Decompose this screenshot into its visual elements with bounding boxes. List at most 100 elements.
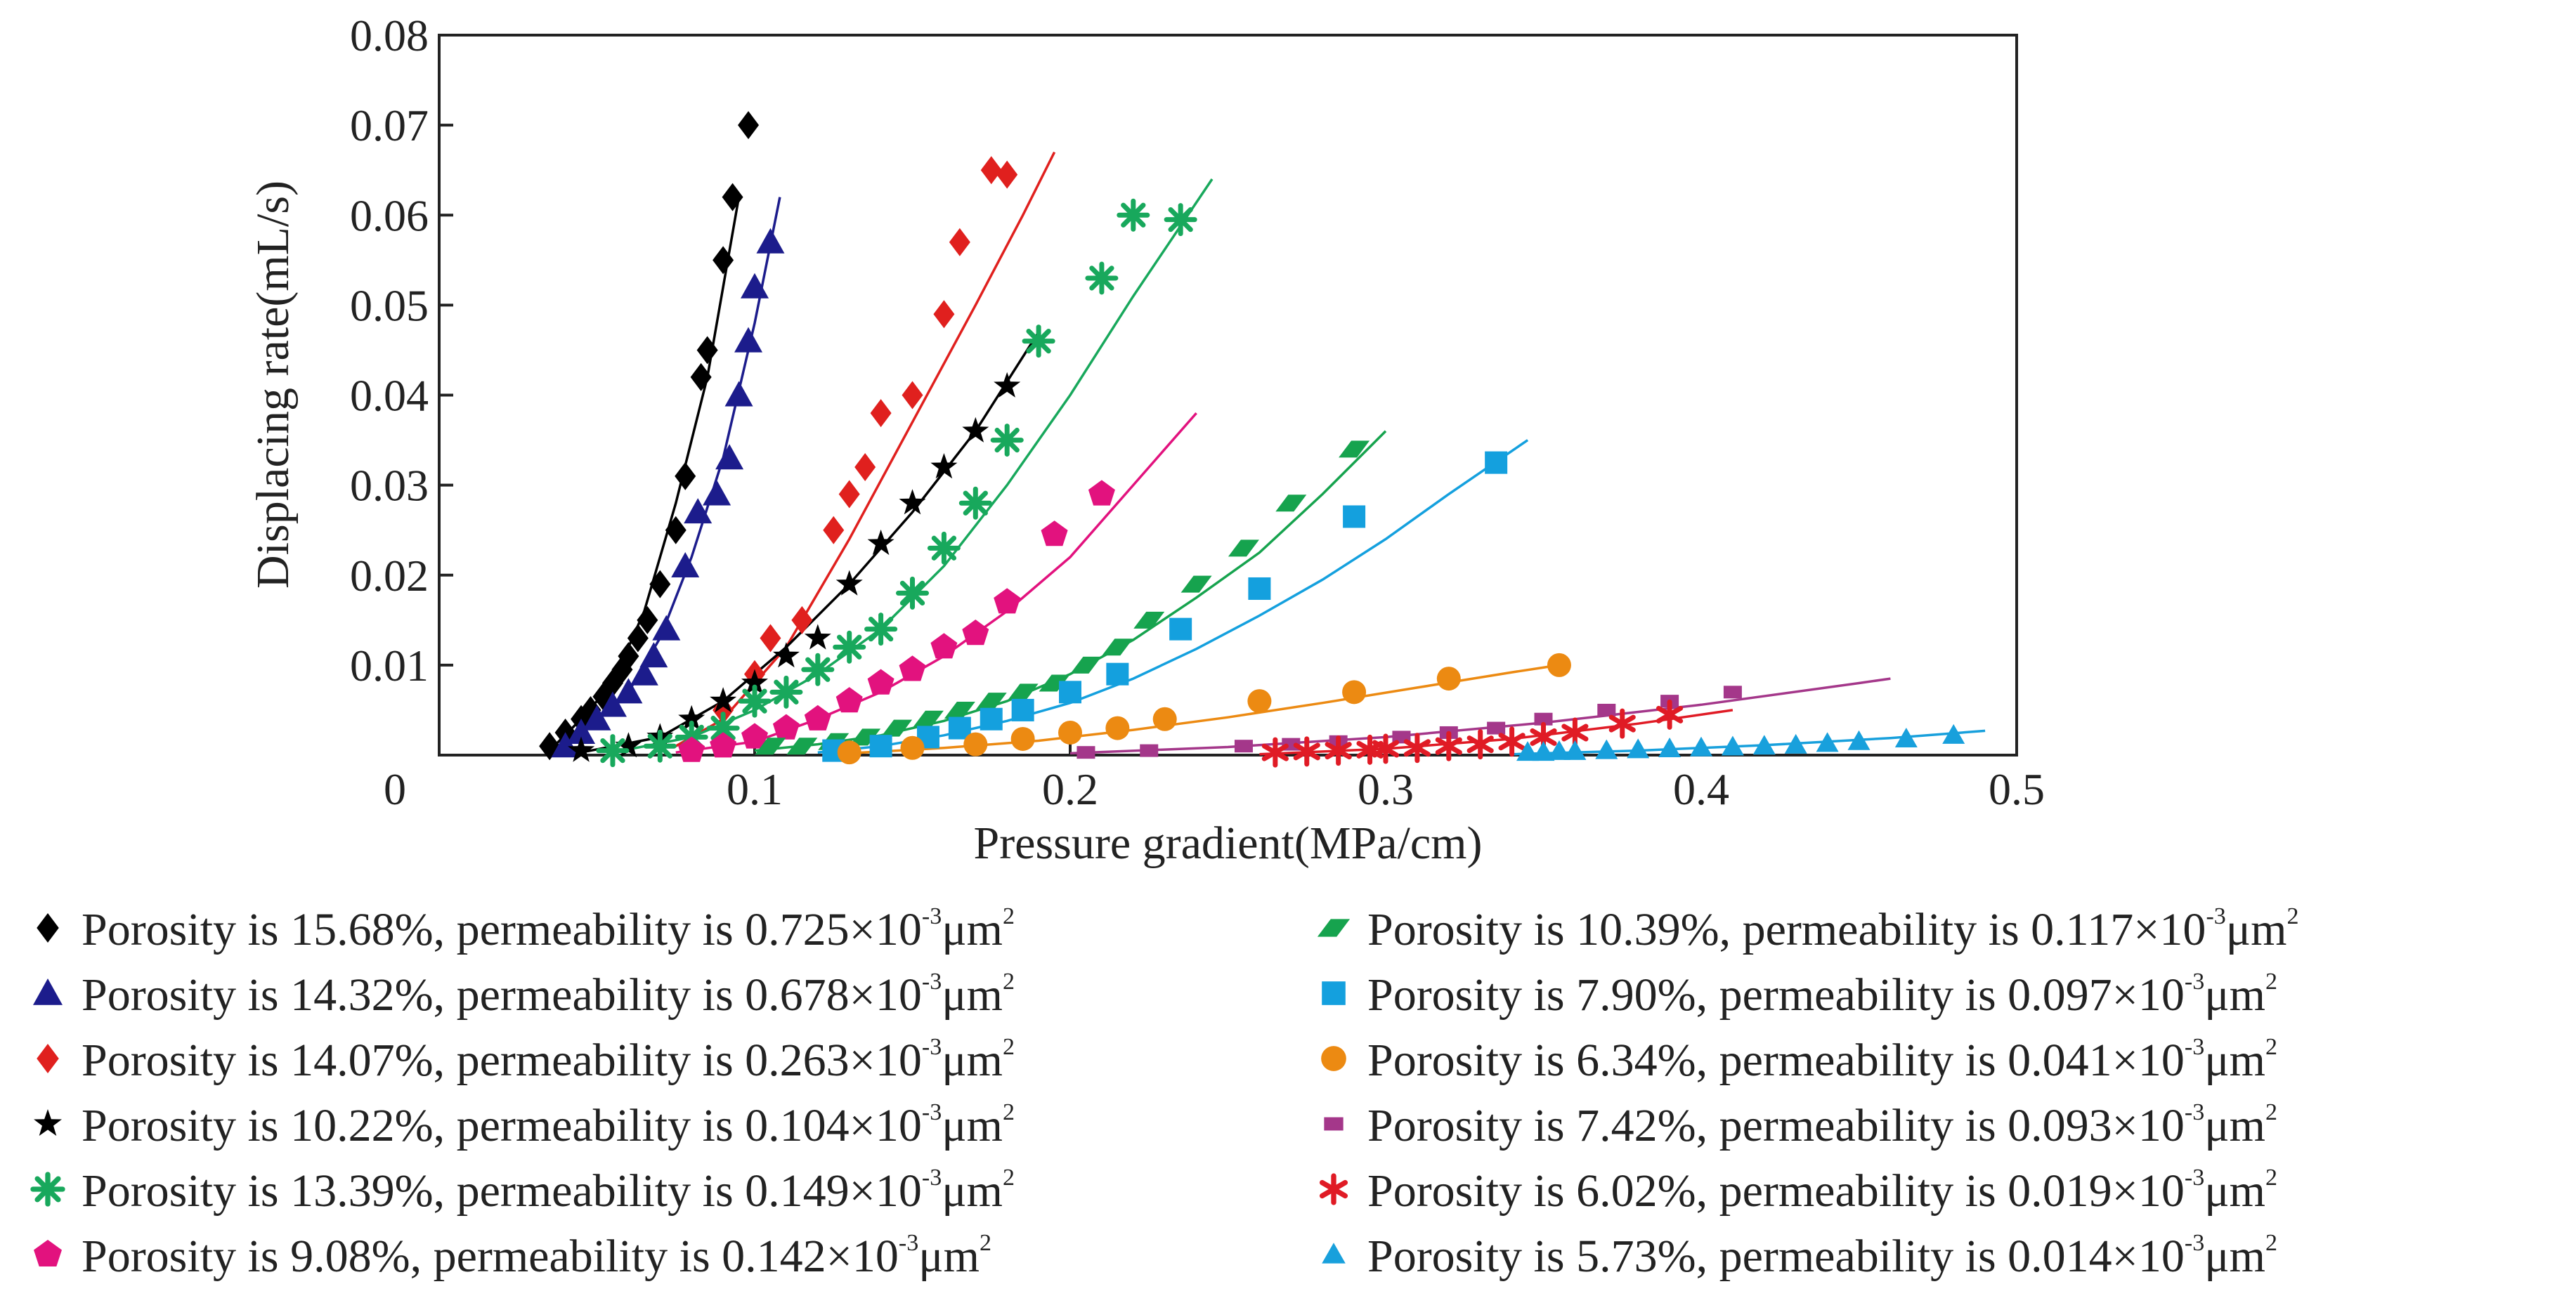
unit-exponent: 2 — [2265, 1099, 2277, 1125]
data-point — [804, 705, 831, 731]
porosity-prefix: Porosity is — [1367, 969, 1565, 1021]
times-ten: ×10 — [2112, 1231, 2185, 1282]
exponent: -3 — [899, 1230, 918, 1256]
data-point — [962, 620, 989, 646]
data-point — [1325, 735, 1352, 766]
porosity-value: 10.39% — [1576, 904, 1719, 955]
data-point — [1690, 736, 1712, 757]
data-point — [1608, 708, 1636, 739]
legend: Porosity is 15.68%, permeability is 0.72… — [30, 903, 2299, 1282]
series-11-points — [1261, 699, 1684, 768]
data-point — [1784, 733, 1807, 754]
data-points — [539, 111, 1965, 768]
exponent: -3 — [2206, 903, 2225, 929]
series-8-points — [822, 451, 1508, 762]
data-point — [1228, 539, 1259, 557]
x-tick-label: 0.1 — [727, 764, 783, 814]
data-point — [927, 531, 961, 565]
y-tick-label: 0.03 — [350, 461, 429, 511]
data-point — [1275, 495, 1307, 512]
data-point — [741, 669, 768, 695]
fit-curve-series-3 — [675, 151, 1056, 747]
data-point — [551, 732, 580, 758]
series-9-points — [837, 653, 1571, 765]
y-tick-label: 0.08 — [350, 11, 429, 60]
unit-exponent: 2 — [1003, 1165, 1015, 1191]
times-ten: ×10 — [2112, 1165, 2185, 1217]
legend-item: Porosity is 14.07%, permeability is 0.26… — [37, 1034, 1015, 1086]
porosity-prefix: Porosity is — [1367, 1100, 1565, 1151]
data-point — [791, 605, 813, 634]
space — [1565, 1035, 1577, 1086]
data-point — [1140, 744, 1159, 757]
legend-label: Porosity is 7.42%, permeability is 0.093… — [1367, 1099, 2277, 1151]
data-point — [1547, 653, 1571, 677]
legend-item: Porosity is 7.42%, permeability is 0.093… — [1324, 1099, 2277, 1151]
series-6-points — [678, 480, 1115, 762]
legend-item: Porosity is 15.68%, permeability is 0.72… — [37, 903, 1015, 955]
data-point — [870, 399, 892, 428]
legend-marker — [34, 1109, 62, 1136]
data-point — [899, 655, 926, 681]
data-point — [1234, 740, 1253, 753]
porosity-prefix: Porosity is — [82, 1231, 279, 1282]
data-point — [864, 613, 898, 646]
data-point — [996, 160, 1018, 189]
data-point — [850, 728, 881, 746]
data-point — [1595, 739, 1618, 759]
data-point — [1403, 733, 1431, 764]
legend-label: Porosity is 14.07%, permeability is 0.26… — [82, 1034, 1015, 1086]
data-point — [980, 156, 1002, 185]
data-point — [963, 732, 988, 757]
fit-curve-series-8 — [817, 439, 1529, 754]
legend-label: Porosity is 10.22%, permeability is 0.10… — [82, 1099, 1015, 1151]
space — [1996, 969, 2008, 1021]
data-point — [833, 630, 866, 664]
porosity-prefix: Porosity is — [82, 904, 279, 955]
legend-marker — [30, 1172, 65, 1207]
data-point — [1039, 674, 1070, 692]
permeability-value: 0.117 — [2031, 904, 2133, 955]
porosity-value: 6.34% — [1576, 1035, 1696, 1086]
x-tick-label: 0.2 — [1042, 764, 1098, 814]
series-12-points — [1516, 723, 1965, 761]
space — [1996, 1231, 2008, 1282]
data-point — [944, 701, 975, 719]
permeability-value: 0.041 — [2008, 1035, 2112, 1086]
space — [1565, 1165, 1577, 1217]
data-point — [1041, 520, 1068, 546]
data-point — [837, 740, 861, 765]
legend-label: Porosity is 7.90%, permeability is 0.097… — [1367, 969, 2277, 1021]
data-point — [1597, 703, 1616, 716]
data-point — [1436, 667, 1461, 691]
data-point — [1847, 730, 1871, 750]
exponent: -3 — [922, 1099, 942, 1125]
data-point — [1261, 737, 1289, 768]
legend-item: Porosity is 6.02%, permeability is 0.019… — [1319, 1165, 2277, 1217]
data-point — [994, 588, 1021, 614]
exponent: -3 — [2185, 1034, 2204, 1060]
data-point — [756, 228, 785, 254]
porosity-value: 13.39% — [290, 1165, 433, 1217]
space — [279, 1035, 291, 1086]
permeability-value: 0.142 — [722, 1231, 826, 1282]
plot-frame — [438, 34, 2018, 757]
data-point — [678, 736, 705, 762]
data-point — [1516, 741, 1540, 761]
data-point — [933, 300, 955, 329]
data-point — [630, 660, 658, 686]
legend-item: Porosity is 10.22%, permeability is 0.10… — [34, 1099, 1015, 1151]
unit-exponent: 2 — [980, 1230, 991, 1256]
axes: 0 0.1 0.2 0.3 0.4 0.5 0.01 0.02 0.03 0.04 0.05 0.06… — [247, 11, 2045, 869]
times-ten: ×10 — [850, 1100, 922, 1151]
data-point — [675, 461, 696, 490]
data-point — [980, 707, 1003, 731]
fit-curve-series-4 — [580, 331, 1040, 754]
space — [1996, 1100, 2008, 1151]
porosity-value: 9.08% — [290, 1231, 410, 1282]
data-point — [835, 687, 863, 713]
exponent: -3 — [2185, 969, 2204, 995]
space — [1996, 1165, 2008, 1217]
data-point — [1102, 639, 1133, 656]
data-point — [1466, 729, 1494, 760]
